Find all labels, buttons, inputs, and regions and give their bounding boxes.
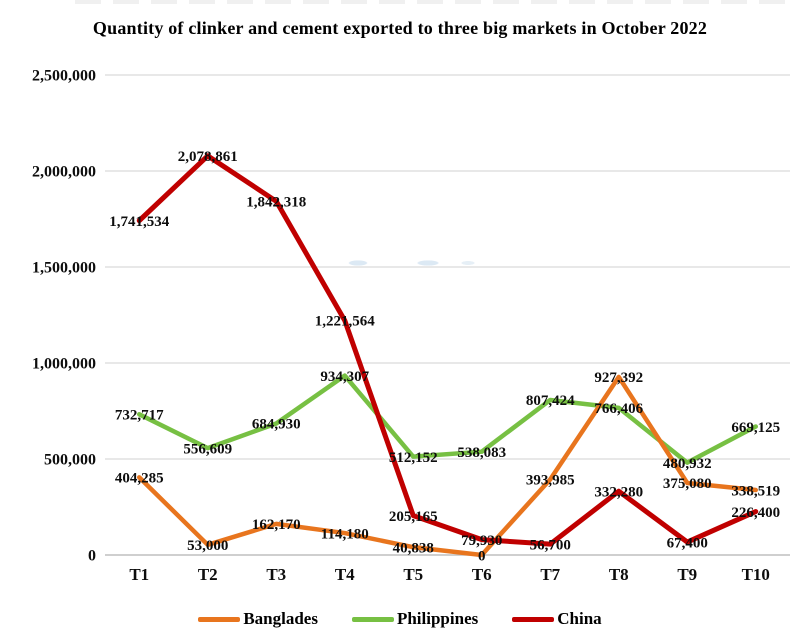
- legend-label-philippines: Philippines: [396, 609, 479, 628]
- chart-title: Quantity of clinker and cement exported …: [92, 18, 708, 38]
- data-label-banglades: 393,985: [526, 473, 575, 489]
- x-tick-label: T9: [677, 565, 697, 584]
- banglades-line-icon: [198, 616, 241, 622]
- data-label-philippines: 934,307: [320, 369, 369, 385]
- y-tick-label: 0: [88, 548, 96, 565]
- data-label-banglades: 0: [478, 548, 486, 564]
- x-tick-label: T3: [266, 565, 286, 584]
- data-label-china: 332,280: [594, 484, 643, 500]
- x-tick-label: T1: [129, 565, 149, 584]
- data-label-banglades: 53,000: [187, 538, 228, 554]
- china-line-icon: [512, 616, 555, 622]
- data-label-philippines: 766,406: [594, 401, 643, 417]
- data-label-philippines: 669,125: [731, 420, 780, 436]
- chart-legend: Banglades Philippines China: [0, 603, 800, 635]
- data-label-china: 2,078,861: [178, 149, 238, 165]
- cropped-text-artifact: [75, 0, 795, 4]
- data-label-banglades: 404,285: [115, 471, 164, 487]
- data-label-philippines: 807,424: [526, 393, 575, 409]
- data-label-banglades: 114,180: [321, 526, 369, 542]
- data-label-philippines: 512,152: [389, 450, 438, 466]
- data-label-china: 205,165: [389, 509, 438, 525]
- x-tick-label: T8: [609, 565, 629, 584]
- data-label-china: 79,930: [461, 533, 502, 549]
- data-label-china: 1,741,534: [109, 214, 170, 230]
- x-tick-label: T2: [198, 565, 218, 584]
- chart-plot: 0 500,000 1,000,000 1,500,000 2,000,000 2,500…: [32, 68, 790, 584]
- data-label-banglades: 162,170: [252, 517, 301, 533]
- series-line-china: [136, 153, 759, 547]
- legend-item-banglades: Banglades: [198, 609, 318, 629]
- x-tick-label: T6: [472, 565, 492, 584]
- legend-item-china: China: [512, 609, 602, 629]
- data-label-banglades: 375,080: [663, 476, 712, 492]
- data-label-philippines: 684,930: [252, 417, 301, 433]
- x-tick-label: T4: [335, 565, 355, 584]
- data-label-banglades: 338,519: [731, 483, 780, 499]
- data-label-banglades: 40,838: [393, 540, 434, 556]
- x-tick-label: T7: [540, 565, 560, 584]
- philippines-line-icon: [351, 616, 394, 622]
- series-line-philippines: [137, 373, 758, 465]
- data-label-china: 1,842,318: [246, 195, 306, 211]
- data-label-china: 56,700: [530, 537, 571, 553]
- data-label-philippines: 556,609: [183, 441, 232, 457]
- legend-label-banglades: Banglades: [243, 609, 318, 628]
- data-label-philippines: 538,083: [457, 445, 506, 461]
- data-label-philippines: 480,932: [663, 456, 712, 472]
- data-label-china: 67,400: [667, 535, 708, 551]
- y-tick-label: 500,000: [44, 452, 96, 469]
- data-label-china: 1,221,564: [315, 314, 376, 330]
- x-tick-label: T5: [403, 565, 423, 584]
- series-line-banglades: [137, 374, 758, 558]
- data-label-philippines: 732,717: [115, 408, 164, 424]
- legend-item-philippines: Philippines: [351, 609, 479, 629]
- data-label-china: 226,400: [731, 505, 780, 521]
- y-tick-label: 2,500,000: [32, 68, 96, 85]
- watermark-smudge: [338, 258, 488, 268]
- data-label-banglades: 927,392: [594, 370, 643, 386]
- x-tick-label: T10: [742, 565, 770, 584]
- y-tick-label: 2,000,000: [32, 164, 96, 181]
- y-tick-label: 1,500,000: [32, 260, 96, 277]
- y-tick-label: 1,000,000: [32, 356, 96, 373]
- legend-label-china: China: [557, 609, 602, 628]
